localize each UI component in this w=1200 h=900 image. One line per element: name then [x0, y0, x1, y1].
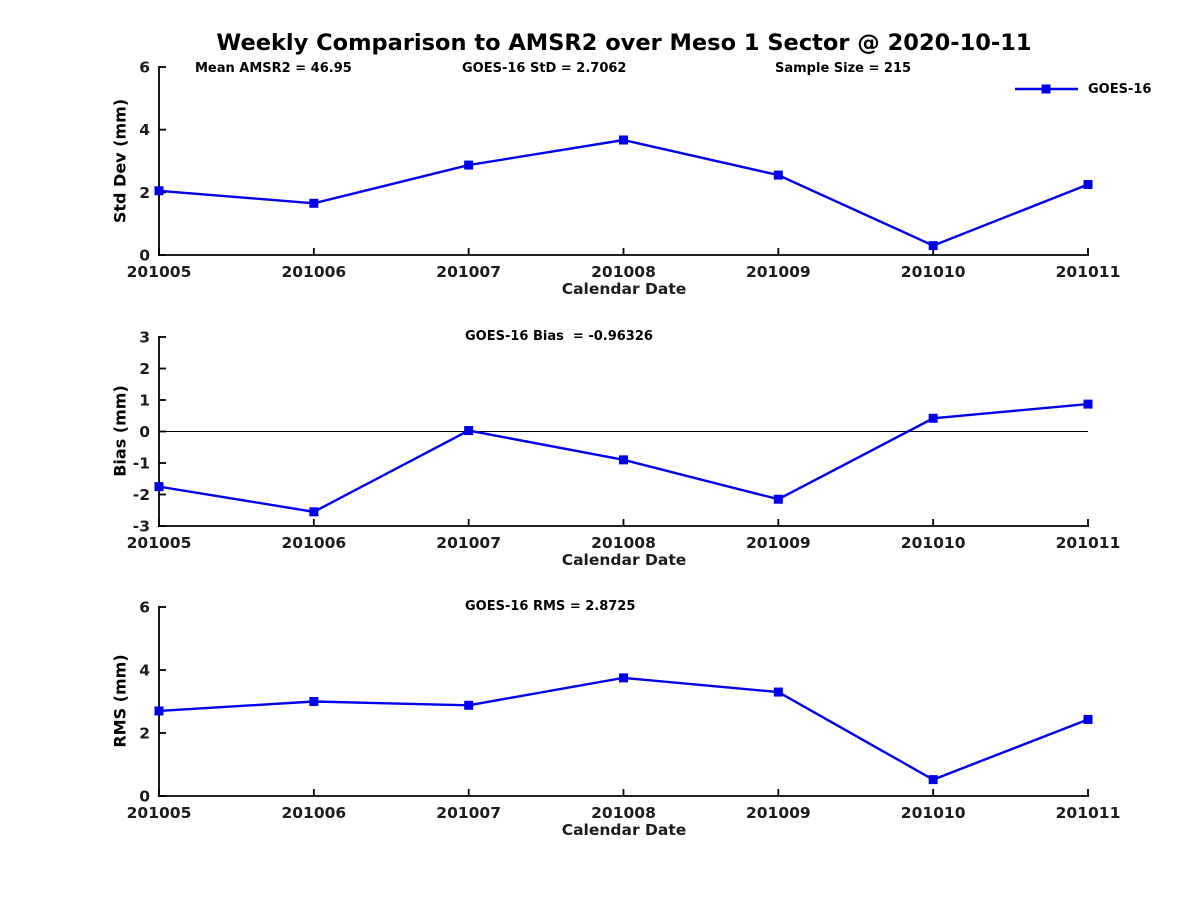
data-point-marker — [309, 507, 319, 517]
y-tick-label: -1 — [133, 455, 150, 473]
legend: GOES-16 — [1014, 80, 1151, 98]
annotation-sample-size: Sample Size = 215 — [775, 61, 912, 76]
x-tick-label: 201009 — [746, 534, 811, 552]
data-point-marker — [309, 198, 319, 208]
data-point-marker — [773, 494, 783, 504]
data-point-marker — [773, 170, 783, 180]
data-point-marker — [464, 160, 474, 170]
data-point-marker — [1083, 714, 1093, 724]
x-tick-label: 201009 — [746, 263, 811, 281]
data-point-marker — [619, 673, 628, 683]
x-tick-label: 201008 — [591, 804, 656, 822]
ylabel-bias: Bias (mm) — [110, 385, 130, 477]
x-tick-label: 201006 — [281, 263, 346, 281]
x-tick-label: 201005 — [127, 263, 192, 281]
x-tick-label: 201007 — [436, 263, 501, 281]
x-tick-label: 201008 — [591, 534, 656, 552]
GOES-16-line — [158, 138, 1089, 247]
x-tick-label: 201010 — [901, 534, 966, 552]
y-tick-label: 1 — [139, 392, 150, 410]
data-point-marker — [1083, 180, 1093, 189]
annotation-goes16-std: GOES-16 StD = 2.7062 — [462, 61, 627, 76]
std-dev-plot: 0 2 4 6 201005 201006 201007 201008 201009 201010… — [127, 59, 1121, 282]
data-point-marker — [928, 775, 938, 785]
xlabel-std-dev: Calendar Date — [561, 280, 687, 298]
data-point-marker — [154, 706, 164, 716]
x-tick-label: 201010 — [901, 263, 966, 281]
data-point-marker — [619, 455, 628, 465]
data-point-marker — [464, 426, 474, 436]
y-tick-label: 4 — [139, 121, 150, 139]
annotation-mean-amsr2: Mean AMSR2 = 46.95 — [195, 61, 352, 76]
annotation-goes16-rms: GOES-16 RMS = 2.8725 — [465, 599, 636, 614]
data-point-marker — [1083, 399, 1093, 409]
data-point-marker — [154, 482, 164, 492]
data-point-marker — [773, 687, 783, 697]
x-tick-label: 201009 — [746, 804, 811, 822]
data-point-marker — [619, 135, 628, 145]
y-tick-label: 2 — [139, 360, 150, 378]
y-tick-label: 6 — [139, 599, 150, 617]
x-tick-label: 201005 — [127, 804, 192, 822]
ylabel-std-dev: Std Dev (mm) — [110, 98, 130, 224]
bias-plot: -3 -2 -1 0 1 2 3 201005 201006 201007 201008 201009… — [127, 329, 1121, 553]
x-tick-label: 201006 — [281, 534, 346, 552]
legend-label: GOES-16 — [1088, 81, 1152, 97]
x-tick-label: 201006 — [281, 804, 346, 822]
data-point-marker — [928, 413, 938, 423]
x-tick-label: 201007 — [436, 804, 501, 822]
x-tick-label: 201008 — [591, 263, 656, 281]
y-tick-label: 2 — [139, 184, 150, 202]
annotation-goes16-bias: GOES-16 Bias = -0.96326 — [465, 329, 653, 344]
data-point-marker — [928, 241, 938, 251]
y-tick-label: 6 — [139, 59, 150, 77]
y-tick-label: -3 — [133, 518, 150, 536]
x-tick-label: 201011 — [1056, 534, 1121, 552]
y-tick-label: 0 — [139, 788, 150, 806]
xlabel-bias: Calendar Date — [561, 551, 687, 569]
xlabel-rms: Calendar Date — [561, 821, 687, 839]
x-tick-label: 201010 — [901, 804, 966, 822]
data-point-marker — [464, 700, 474, 710]
GOES-16-line — [158, 676, 1089, 781]
y-tick-label: 2 — [139, 725, 150, 743]
ylabel-rms: RMS (mm) — [110, 654, 130, 748]
y-tick-label: 0 — [139, 423, 150, 441]
y-tick-label: 4 — [139, 662, 150, 680]
y-tick-label: 3 — [139, 329, 150, 347]
x-tick-label: 201011 — [1056, 804, 1121, 822]
y-tick-label: 0 — [139, 247, 150, 265]
y-tick-label: -2 — [133, 486, 150, 504]
rms-plot: 0 2 4 6 201005 201006 201007 201008 201009 201010… — [127, 599, 1121, 823]
data-point-marker — [154, 186, 164, 196]
x-tick-label: 201005 — [127, 534, 192, 552]
x-tick-label: 201011 — [1056, 263, 1121, 281]
data-point-marker — [309, 697, 319, 706]
figure-title: Weekly Comparison to AMSR2 over Meso 1 S… — [216, 30, 1032, 56]
x-tick-label: 201007 — [436, 534, 501, 552]
legend-line-icon — [1015, 84, 1078, 94]
